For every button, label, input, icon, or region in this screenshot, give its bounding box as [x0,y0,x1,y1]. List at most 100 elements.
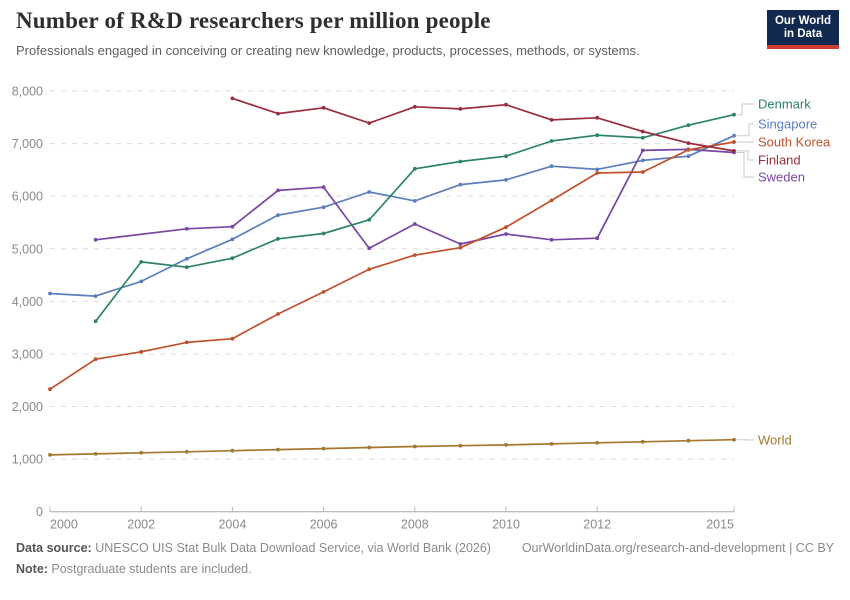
data-point-marker[interactable] [230,96,235,101]
data-point-marker[interactable] [184,226,189,231]
data-point-marker[interactable] [139,450,144,455]
data-point-marker[interactable] [276,188,280,193]
data-point-marker[interactable] [504,102,508,107]
series-line[interactable] [94,113,735,322]
data-point-marker[interactable] [412,199,417,203]
data-point-marker[interactable] [321,231,326,236]
data-point-marker[interactable] [93,319,98,324]
series-line[interactable] [95,148,735,250]
data-point-marker[interactable] [276,213,280,218]
data-point-marker[interactable] [640,129,645,134]
data-point-marker[interactable] [321,185,326,190]
legend-entry-sweden[interactable]: Sweden [736,152,805,185]
legend-label[interactable]: Finland [758,153,801,168]
data-point-marker[interactable] [458,242,463,246]
data-point-marker[interactable] [549,442,554,446]
data-point-marker[interactable] [184,340,189,345]
series-denmark[interactable] [93,112,736,324]
data-point-marker[interactable] [504,154,508,159]
data-point-marker[interactable] [93,237,98,242]
data-point-marker[interactable] [549,198,554,203]
data-point-marker[interactable] [458,159,463,164]
legend-label[interactable]: South Korea [758,135,831,150]
data-point-marker[interactable] [230,237,235,242]
legend-entry-world[interactable]: World [736,433,792,448]
data-point-marker[interactable] [48,387,52,392]
data-point-marker[interactable] [458,182,463,187]
data-point-marker[interactable] [549,164,554,169]
legend-label[interactable]: World [758,433,792,448]
series-line[interactable] [49,438,735,456]
series-line[interactable] [232,97,735,152]
data-point-marker[interactable] [184,265,189,270]
data-point-marker[interactable] [412,222,417,226]
data-point-marker[interactable] [276,447,280,452]
data-point-marker[interactable] [93,294,98,298]
series-finland[interactable] [230,96,736,153]
data-point-marker[interactable] [276,236,280,241]
data-point-marker[interactable] [230,256,235,261]
data-point-marker[interactable] [458,245,463,250]
data-point-marker[interactable] [549,118,554,122]
data-point-marker[interactable] [549,237,554,242]
data-point-marker[interactable] [93,452,98,456]
data-point-marker[interactable] [732,112,736,117]
data-point-marker[interactable] [686,141,691,146]
data-point-marker[interactable] [640,135,645,140]
data-point-marker[interactable] [321,205,326,210]
data-point-marker[interactable] [595,115,600,120]
series-line[interactable] [49,134,735,297]
series-singapore[interactable] [48,133,736,298]
data-point-marker[interactable] [93,357,98,362]
data-point-marker[interactable] [276,312,280,316]
data-point-marker[interactable] [732,140,736,144]
series-sweden[interactable] [93,147,736,251]
data-point-marker[interactable] [321,446,326,451]
data-point-marker[interactable] [595,440,600,445]
data-point-marker[interactable] [595,133,600,138]
data-point-marker[interactable] [640,170,645,174]
data-point-marker[interactable] [686,148,691,152]
data-point-marker[interactable] [276,111,280,116]
owid-logo[interactable]: Our World in Data [766,10,839,49]
data-point-marker[interactable] [412,166,417,171]
series-line[interactable] [49,141,735,390]
data-point-marker[interactable] [504,178,508,182]
legend-entry-singapore[interactable]: Singapore [736,117,818,137]
data-point-marker[interactable] [367,267,372,272]
legend-label[interactable]: Denmark [758,97,811,112]
data-point-marker[interactable] [549,139,554,143]
data-point-marker[interactable] [504,225,508,230]
data-point-marker[interactable] [686,154,691,159]
owid-link[interactable]: OurWorldinData.org/research-and-developm… [521,541,834,555]
legend-entry-finland[interactable]: Finland [736,150,801,168]
data-point-marker[interactable] [367,445,372,450]
data-point-marker[interactable] [139,279,144,284]
data-point-marker[interactable] [732,437,736,442]
data-point-marker[interactable] [412,253,417,257]
data-point-marker[interactable] [367,246,372,251]
legend-label[interactable]: Singapore [758,117,817,132]
data-point-marker[interactable] [504,232,508,236]
data-point-marker[interactable] [640,439,645,444]
data-point-marker[interactable] [412,104,417,109]
data-point-marker[interactable] [230,448,235,453]
data-point-marker[interactable] [321,290,326,294]
data-point-marker[interactable] [184,256,189,261]
data-point-marker[interactable] [367,190,372,194]
data-point-marker[interactable] [139,349,144,354]
data-point-marker[interactable] [48,291,52,296]
data-point-marker[interactable] [595,167,600,172]
data-point-marker[interactable] [640,158,645,163]
data-point-marker[interactable] [504,443,508,447]
data-point-marker[interactable] [412,444,417,449]
data-point-marker[interactable] [595,171,600,175]
data-point-marker[interactable] [139,260,144,264]
data-point-marker[interactable] [367,217,372,222]
data-point-marker[interactable] [732,133,736,138]
legend-label[interactable]: Sweden [758,170,805,185]
data-point-marker[interactable] [230,336,235,341]
data-point-marker[interactable] [686,123,691,128]
legend-entry-south-korea[interactable]: South Korea [736,135,832,150]
data-point-marker[interactable] [48,453,52,457]
